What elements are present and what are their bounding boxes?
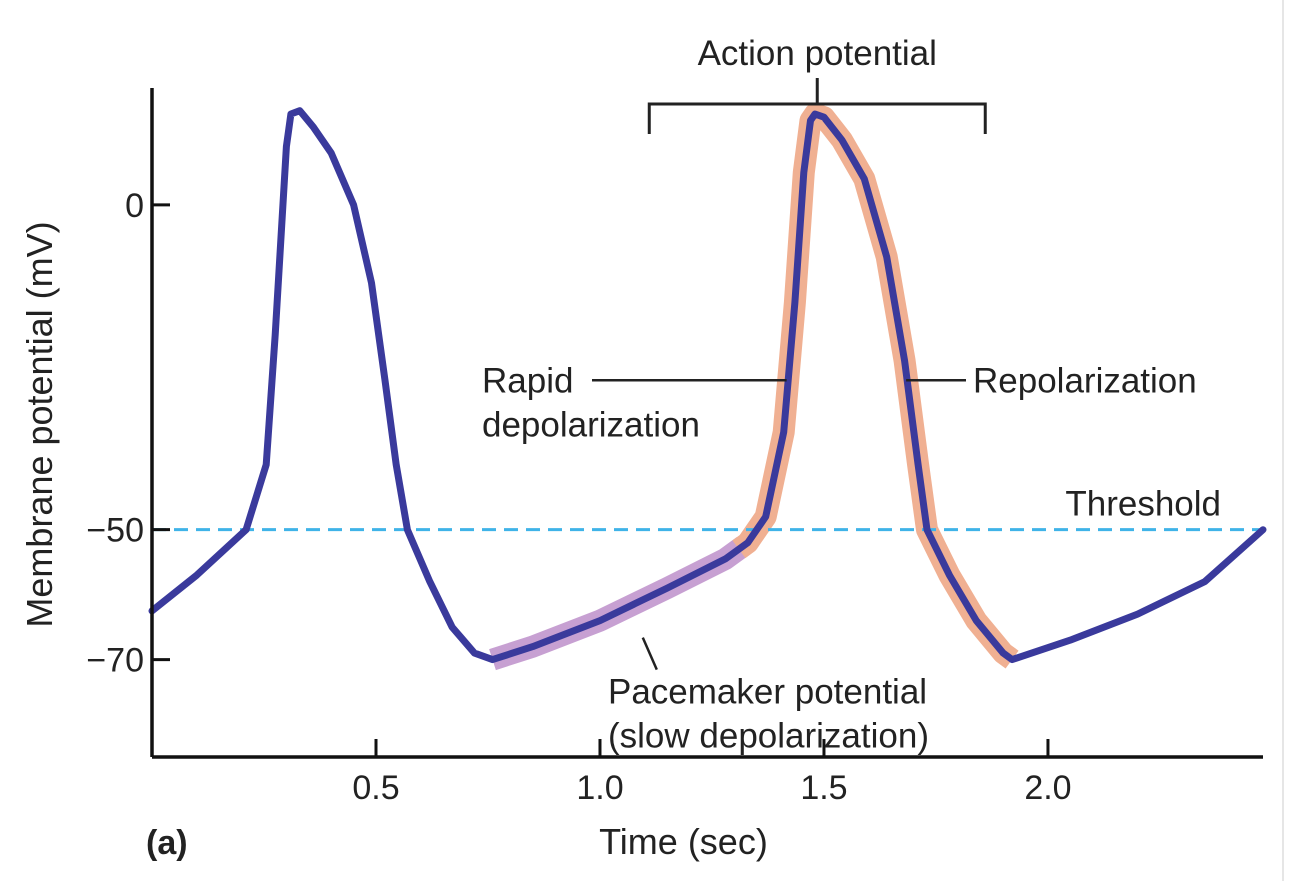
pacemaker-highlight (489, 536, 750, 671)
repolarization-label: Repolarization (973, 361, 1197, 400)
page-edge-divider (1282, 0, 1284, 881)
x-tick-label: 1.5 (800, 769, 847, 807)
pacemaker-potential-label-line1: Pacemaker potential (608, 673, 927, 712)
rapid-depolarization-label-line1: Rapid (482, 361, 573, 400)
axis-ticks: 0 −50 −70 0.5 1.0 1.5 2.0 (86, 187, 1071, 807)
y-tick-label: 0 (125, 187, 144, 225)
rapid-depolarization-label-line2: depolarization (482, 405, 700, 444)
x-tick-label: 0.5 (352, 769, 399, 807)
action-potential-bracket (647, 78, 987, 134)
action-potential-label: Action potential (698, 34, 937, 73)
x-tick-label: 1.0 (576, 769, 623, 807)
action-highlight (732, 103, 1019, 669)
y-tick-label: −50 (86, 512, 144, 550)
y-axis-title: Membrane potential (mV) (19, 221, 60, 627)
pacemaker-potential-label-line2: (slow depolarization) (608, 717, 929, 756)
x-tick-label: 2.0 (1024, 769, 1071, 807)
membrane-potential-series (148, 107, 1267, 664)
panel-label: (a) (146, 824, 188, 862)
y-tick-label: −70 (86, 642, 144, 680)
threshold-label: Threshold (1065, 485, 1221, 524)
x-axis-title: Time (sec) (599, 821, 768, 862)
pacemaker-potential-leader (641, 637, 658, 671)
